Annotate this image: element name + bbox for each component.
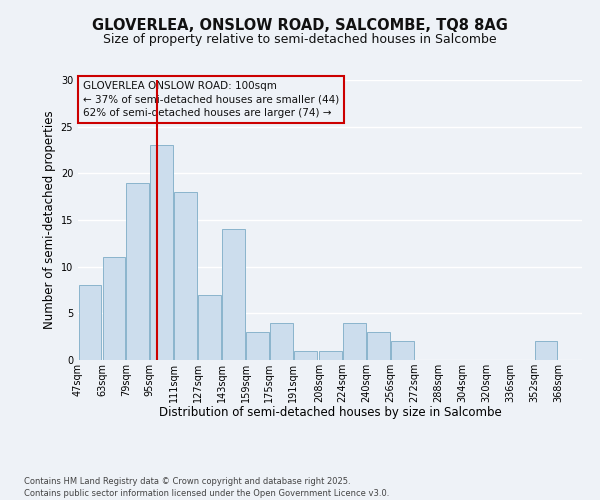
Bar xyxy=(343,322,366,360)
Text: Size of property relative to semi-detached houses in Salcombe: Size of property relative to semi-detach… xyxy=(103,32,497,46)
Bar xyxy=(246,332,269,360)
Bar xyxy=(151,146,173,360)
Bar xyxy=(79,286,101,360)
Y-axis label: Number of semi-detached properties: Number of semi-detached properties xyxy=(43,110,56,330)
Text: GLOVERLEA ONSLOW ROAD: 100sqm
← 37% of semi-detached houses are smaller (44)
62%: GLOVERLEA ONSLOW ROAD: 100sqm ← 37% of s… xyxy=(83,82,339,118)
Bar xyxy=(222,230,245,360)
X-axis label: Distribution of semi-detached houses by size in Salcombe: Distribution of semi-detached houses by … xyxy=(158,406,502,420)
Bar xyxy=(367,332,390,360)
Text: Contains HM Land Registry data © Crown copyright and database right 2025.
Contai: Contains HM Land Registry data © Crown c… xyxy=(24,476,389,498)
Bar xyxy=(319,350,342,360)
Bar xyxy=(175,192,197,360)
Bar xyxy=(535,342,557,360)
Bar xyxy=(270,322,293,360)
Bar xyxy=(294,350,317,360)
Text: GLOVERLEA, ONSLOW ROAD, SALCOMBE, TQ8 8AG: GLOVERLEA, ONSLOW ROAD, SALCOMBE, TQ8 8A… xyxy=(92,18,508,32)
Bar xyxy=(127,182,149,360)
Bar xyxy=(103,258,125,360)
Bar xyxy=(391,342,414,360)
Bar xyxy=(198,294,221,360)
